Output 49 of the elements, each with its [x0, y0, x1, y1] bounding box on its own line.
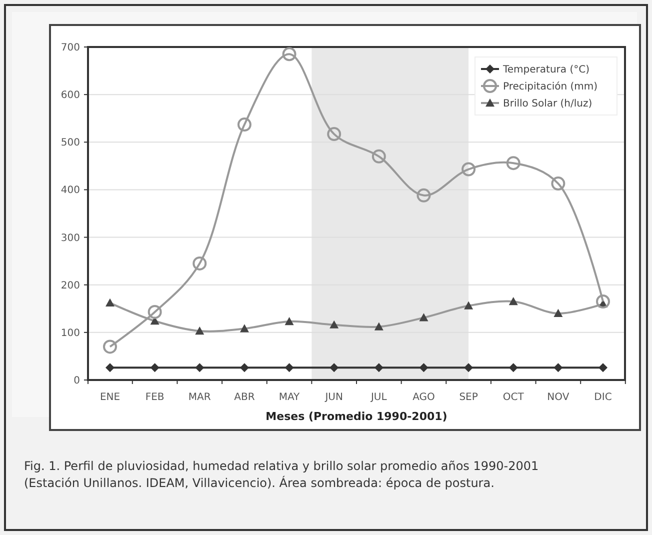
point [237, 118, 252, 132]
point [150, 363, 160, 372]
point [284, 363, 294, 372]
point [462, 162, 476, 176]
x-axis-title: Meses (Promedio 1990-2001) [266, 410, 448, 423]
point [327, 127, 342, 142]
y-tick-label: 200 [60, 280, 80, 292]
x-tick-label: MAR [188, 392, 211, 403]
point [508, 363, 518, 372]
x-tick-label: OCT [502, 392, 525, 403]
point [506, 156, 520, 170]
caption: Fig. 1. Perfil de pluviosidad, humedad relativa y brillo solar promedio años 1990-2001 (Estación Unillanos. IDEAM, Villavicencio). Área sombreada: época de postura. [24, 459, 539, 490]
x-tick-label: FEB [145, 392, 164, 403]
x-tick-label: ABR [234, 392, 255, 403]
point [192, 256, 207, 270]
x-tick-label: JUN [324, 392, 343, 403]
point [330, 363, 339, 372]
legend-label: Precipitación (mm) [503, 82, 598, 92]
point [106, 363, 114, 372]
x-tick-label: JUL [370, 392, 388, 403]
x-tick-label: NOV [547, 392, 570, 403]
point [148, 304, 162, 319]
x-tick-label: DIC [594, 392, 612, 403]
point [596, 294, 610, 309]
point [416, 188, 431, 202]
point [554, 363, 563, 372]
x-tick-label: MAY [278, 392, 301, 403]
point [598, 363, 608, 372]
legend-label: Brillo Solar (h/luz) [503, 98, 592, 110]
y-tick-label: 100 [60, 328, 80, 339]
point [195, 363, 204, 372]
y-tick-label: 300 [60, 232, 80, 244]
point [282, 47, 296, 62]
y-tick-label: 0 [74, 376, 80, 386]
point [551, 176, 566, 191]
y-tick-label: 700 [60, 42, 80, 54]
x-tick-label: SEP [459, 392, 478, 403]
point [103, 340, 117, 354]
point [374, 363, 384, 372]
x-tick-label: AGO [412, 392, 435, 403]
y-tick-label: 600 [60, 90, 80, 102]
point [240, 363, 249, 372]
x-tick-label: ENE [100, 392, 120, 403]
point [372, 149, 386, 164]
y-tick-label: 400 [60, 185, 80, 196]
y-tick-label: 500 [60, 138, 80, 149]
legend-label: Temperatura (°C) [502, 64, 590, 76]
point [419, 363, 428, 372]
point [464, 363, 474, 372]
